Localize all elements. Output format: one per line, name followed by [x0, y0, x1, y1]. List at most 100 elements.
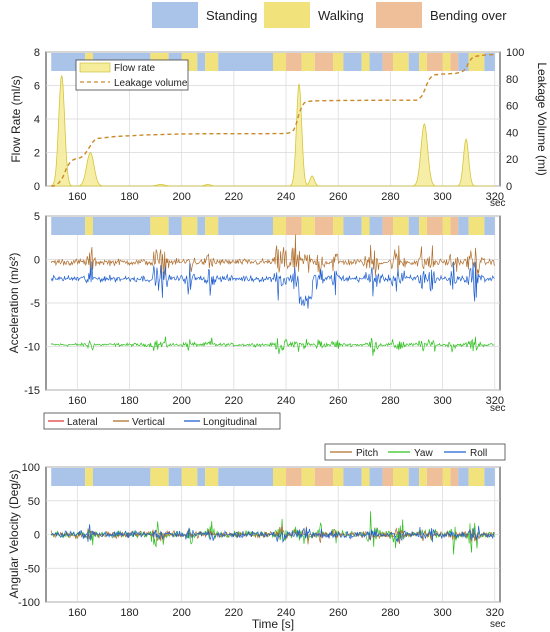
activity-segment — [450, 53, 459, 71]
activity-segment — [314, 217, 334, 235]
panel2-legend-box — [43, 412, 281, 430]
acceleration-line — [50, 234, 495, 279]
angular-velocity-series — [50, 511, 495, 555]
activity-segment — [273, 468, 287, 486]
legend-swatch-standing — [152, 2, 198, 28]
x-tick-label: 200 — [172, 395, 190, 407]
activity-segment — [450, 217, 459, 235]
acceleration-series — [50, 234, 495, 356]
legend-label-longitudinal: Longitudinal — [203, 417, 257, 428]
activity-segment — [369, 468, 383, 486]
activity-segment — [51, 217, 86, 235]
activity-segment — [92, 217, 151, 235]
activity-segment — [168, 217, 182, 235]
x-tick-label: 240 — [277, 191, 295, 203]
activity-segment — [181, 468, 198, 486]
activity-segment — [484, 53, 495, 71]
activity-segment — [468, 217, 485, 235]
activity-segment — [468, 468, 485, 486]
activity-segment — [218, 217, 273, 235]
x-tick-label: 320 — [486, 395, 504, 407]
activity-segment — [286, 468, 302, 486]
activity-segment — [314, 468, 334, 486]
activity-segment — [426, 217, 443, 235]
activity-segment — [343, 217, 362, 235]
activity-segment — [382, 53, 394, 71]
panel1-x-unit: sec — [490, 198, 506, 209]
activity-segment — [408, 468, 420, 486]
panel2-ticks: 160 180 200 220 240 260 280 300 320 -15 -10 -5 0 5 — [24, 211, 504, 407]
x-tick-label: 180 — [120, 395, 138, 407]
panel1-ylabel-left: Flow Rate (ml/s) — [9, 75, 23, 162]
x-tick-label: 260 — [329, 395, 347, 407]
y-right-tick-label: 40 — [506, 127, 518, 139]
acceleration-line — [50, 336, 495, 356]
leakage-volume-series — [51, 54, 495, 187]
x-tick-label: 220 — [225, 191, 243, 203]
activity-segment — [343, 468, 362, 486]
x-tick-label: 280 — [381, 607, 399, 619]
activity-segment — [458, 217, 469, 235]
activity-segment — [333, 217, 344, 235]
activity-segment — [419, 468, 427, 486]
activity-segment — [361, 468, 370, 486]
activity-segment — [408, 53, 420, 71]
x-tick-label: 280 — [381, 395, 399, 407]
y-tick-label: 50 — [28, 496, 40, 508]
y-tick-label: 0 — [34, 530, 40, 542]
angular-velocity-panel: 160 180 200 220 240 260 280 300 320 -100 -50 0 50 100… — [7, 443, 506, 631]
x-tick-label: 160 — [68, 607, 86, 619]
activity-segment — [393, 217, 409, 235]
x-tick-label: 240 — [277, 607, 295, 619]
activity-segment — [450, 468, 459, 486]
legend-swatch-flow-rate — [79, 62, 111, 73]
activity-segment — [426, 53, 443, 71]
activity-segment — [484, 217, 495, 235]
activity-segment — [273, 53, 287, 71]
panel2-activity-bar — [51, 217, 495, 235]
x-tick-label: 300 — [433, 607, 451, 619]
legend-label-roll: Roll — [470, 448, 487, 459]
panel1-legend: Flow rate Leakage volume — [75, 59, 189, 91]
panel1-ticks: 160 180 200 220 240 260 280 300 3200246802040608… — [34, 47, 524, 203]
activity-segment — [333, 468, 344, 486]
y-right-tick-label: 80 — [506, 74, 518, 86]
activity-segment — [458, 468, 469, 486]
y-tick-label: 100 — [22, 462, 40, 474]
panel2-x-unit: sec — [490, 403, 506, 414]
panel3-ticks: 160 180 200 220 240 260 280 300 320 -100 -50 0 50 100 — [18, 462, 504, 619]
y-tick-label: -5 — [30, 298, 40, 310]
legend-swatch-walking — [264, 2, 310, 28]
flow-rate-series — [50, 75, 495, 187]
x-tick-label: 280 — [381, 191, 399, 203]
activity-segment — [85, 468, 93, 486]
activity-segment — [458, 53, 469, 71]
flow-rate-panel: 160 180 200 220 240 260 280 300 3200246802040608… — [9, 47, 549, 209]
activity-segment — [484, 468, 495, 486]
x-tick-label: 260 — [329, 607, 347, 619]
angular-velocity-line — [50, 524, 495, 544]
activity-segment — [419, 217, 427, 235]
y-tick-label: 0 — [34, 181, 40, 193]
y-right-tick-label: 60 — [506, 101, 518, 113]
x-tick-label: 180 — [120, 191, 138, 203]
activity-legend: Standing Walking Bending over — [152, 2, 507, 28]
panel3-x-unit: sec — [490, 619, 506, 630]
y-tick-label: 8 — [34, 47, 40, 59]
y-tick-label: -100 — [18, 597, 40, 609]
activity-segment — [205, 468, 219, 486]
activity-segment — [408, 217, 420, 235]
x-tick-label: 220 — [225, 607, 243, 619]
y-tick-label: 5 — [34, 211, 40, 223]
legend-label-pitch: Pitch — [356, 448, 378, 459]
activity-segment — [150, 217, 169, 235]
legend-label-walking: Walking — [318, 8, 364, 23]
activity-segment — [197, 217, 206, 235]
x-tick-label: 200 — [172, 607, 190, 619]
activity-segment — [92, 468, 151, 486]
activity-segment — [361, 217, 370, 235]
activity-segment — [468, 53, 485, 71]
activity-segment — [51, 468, 86, 486]
legend-label-lateral: Lateral — [67, 417, 98, 428]
activity-segment — [301, 53, 315, 71]
